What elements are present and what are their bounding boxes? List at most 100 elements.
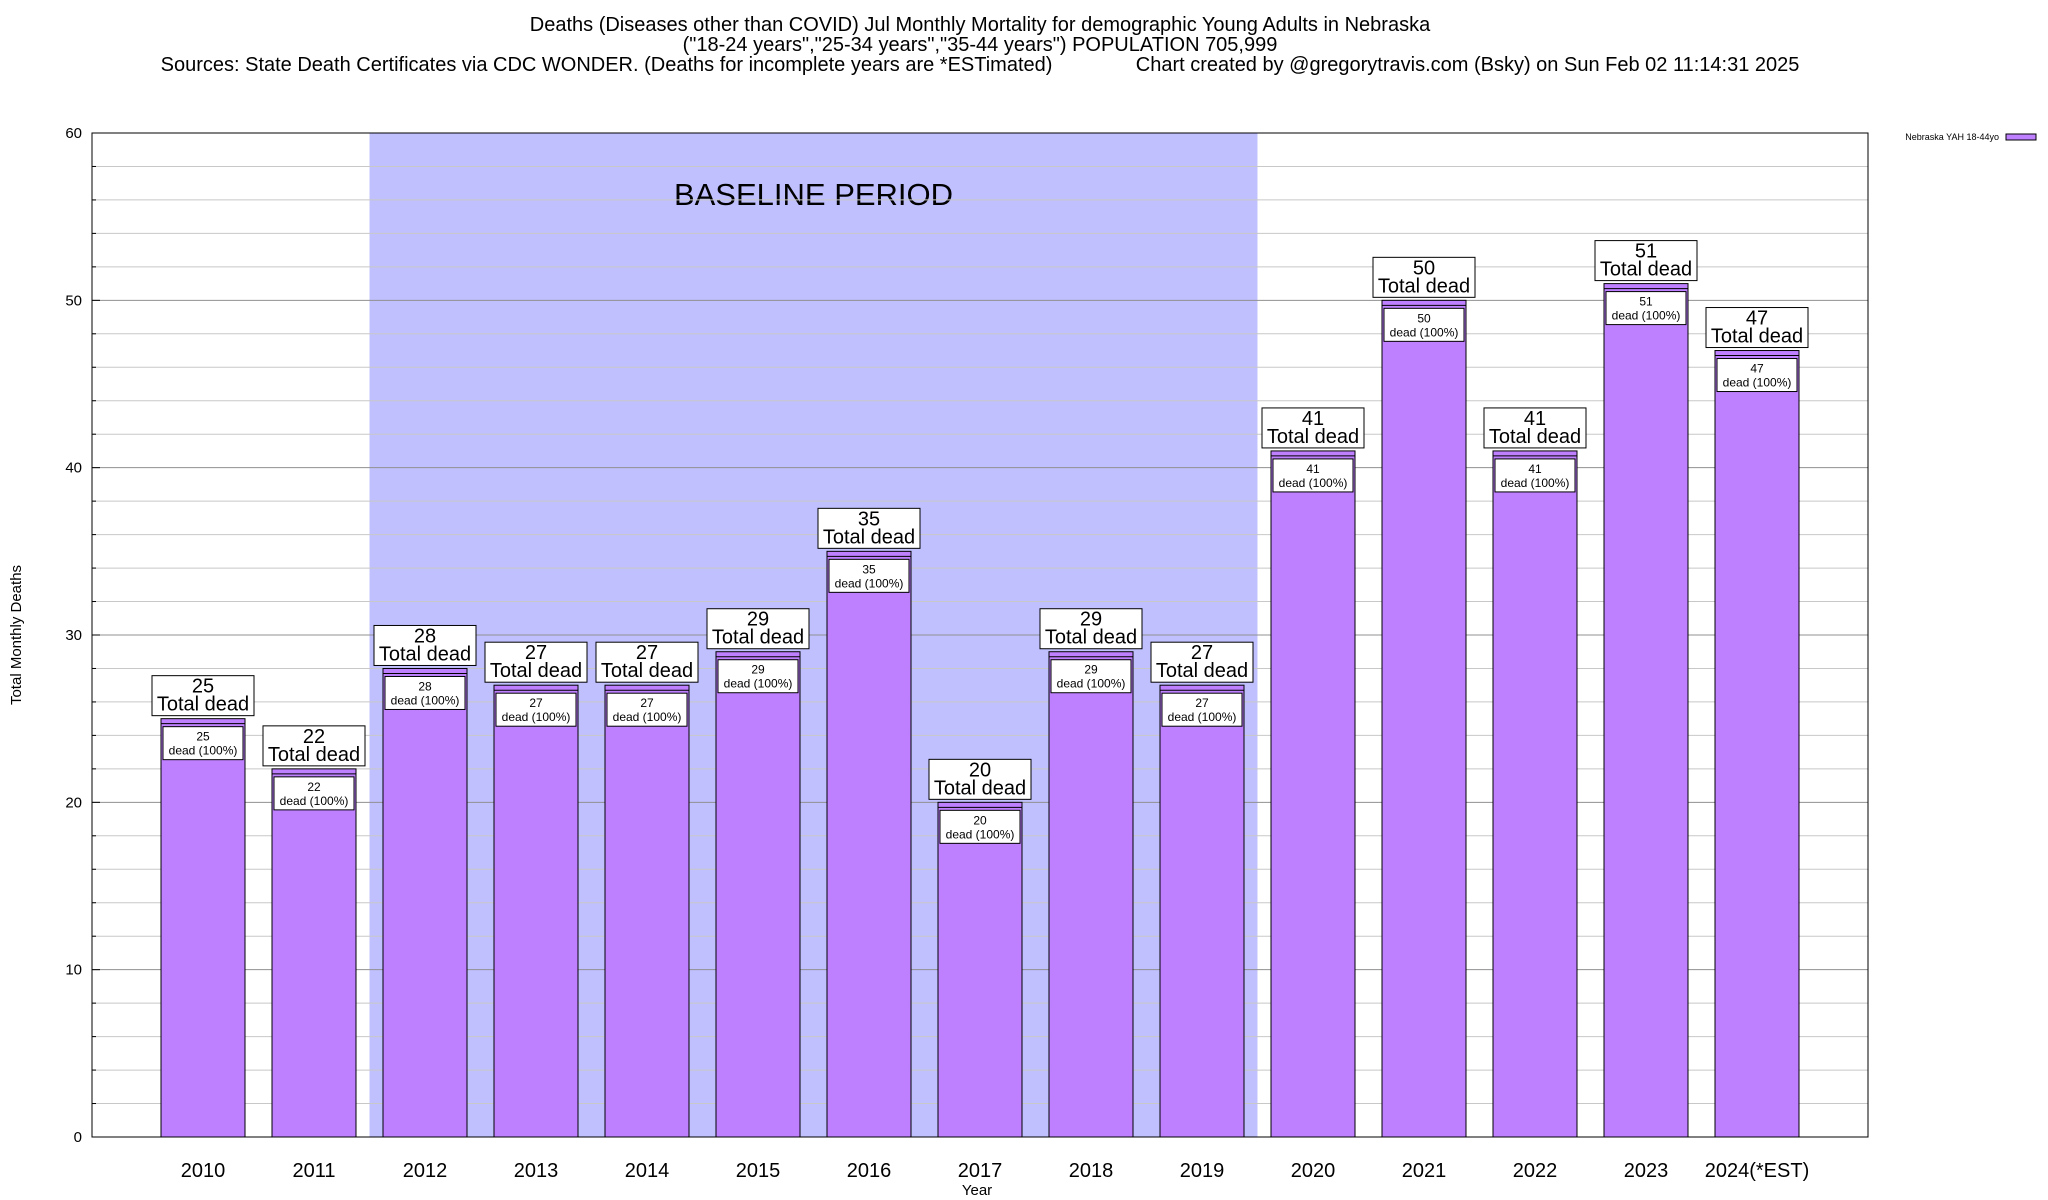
bar-inner-percent: dead (100%): [502, 710, 571, 724]
bar-total-label-box: [1372, 256, 1476, 298]
bar-inner-label-box: [717, 659, 799, 694]
bar-total-label-box: [1483, 407, 1587, 449]
bar-inner-count: 29: [1084, 663, 1098, 677]
bar-inner-count: 41: [1528, 462, 1542, 476]
bar-total-caption: Total dead: [157, 694, 249, 716]
bar-total-caption: Total dead: [379, 643, 471, 665]
x-tick-label: 2019: [1180, 1160, 1225, 1182]
x-tick-label: 2013: [514, 1160, 559, 1182]
chart-subtitle: ("18-24 years","25-34 years","35-44 year…: [682, 34, 1278, 56]
bar-total-count: 27: [1191, 642, 1213, 664]
bar: [1492, 450, 1578, 1138]
x-tick-label: 2010: [181, 1160, 226, 1182]
bar-inner-count: 27: [640, 696, 654, 710]
bar-inner-label-box: [606, 692, 688, 727]
bar-total-caption: Total dead: [934, 777, 1026, 799]
bar: [937, 801, 1023, 1138]
bar-total-label-box: [262, 725, 366, 767]
bar-total-label-box: [928, 758, 1032, 800]
bar-total-caption: Total dead: [1600, 259, 1692, 281]
bar-inner-count: 41: [1306, 462, 1320, 476]
bar-total-caption: Total dead: [712, 627, 804, 649]
bar-inner-percent: dead (100%): [1612, 309, 1681, 323]
bar-total-label-box: [706, 608, 810, 650]
bar: [382, 667, 468, 1138]
bar-total-caption: Total dead: [823, 526, 915, 548]
bar-inner-percent: dead (100%): [613, 710, 682, 724]
bar-total-caption: Total dead: [268, 744, 360, 766]
bar-inner-label-box: [1494, 458, 1576, 493]
bar: [1048, 651, 1134, 1138]
bar-inner-label-box: [384, 675, 466, 710]
bar-total-count: 41: [1524, 408, 1546, 430]
bar-inner-count: 28: [418, 679, 432, 693]
bar: [1603, 283, 1689, 1138]
bar-inner-percent: dead (100%): [169, 744, 238, 758]
bar-total-caption: Total dead: [601, 660, 693, 682]
bar-total-caption: Total dead: [490, 660, 582, 682]
bar-total-count: 51: [1635, 241, 1657, 263]
bar-total-caption: Total dead: [1711, 326, 1803, 348]
bar-total-count: 27: [525, 642, 547, 664]
y-tick-label: 0: [74, 1129, 82, 1146]
bar-inner-label-box: [1716, 358, 1798, 393]
bar-total-label-box: [1705, 307, 1809, 349]
bar-total-count: 35: [858, 508, 880, 530]
bar-inner-percent: dead (100%): [1501, 476, 1570, 490]
bar-total-count: 50: [1413, 257, 1435, 279]
bar-inner-label-box: [273, 776, 355, 811]
bar-inner-count: 51: [1639, 295, 1653, 309]
bar-total-count: 28: [414, 625, 436, 647]
bar-total-label-box: [1039, 608, 1143, 650]
x-tick-label: 2023: [1624, 1160, 1669, 1182]
bar: [160, 718, 246, 1138]
bar-total-count: 20: [969, 759, 991, 781]
y-tick-label: 30: [65, 627, 82, 644]
bar: [1159, 684, 1245, 1138]
bar-inner-percent: dead (100%): [1168, 710, 1237, 724]
legend-label: Nebraska YAH 18-44yo: [1905, 132, 1999, 142]
bar-total-count: 29: [747, 609, 769, 631]
bar-total-label-box: [1150, 641, 1254, 683]
y-tick-label: 20: [65, 794, 82, 811]
bar-total-count: 25: [192, 676, 214, 698]
x-tick-label: 2024(*EST): [1705, 1160, 1810, 1182]
bar-total-caption: Total dead: [1267, 426, 1359, 448]
x-tick-label: 2014: [625, 1160, 670, 1182]
bar: [604, 684, 690, 1138]
x-tick-label: 2017: [958, 1160, 1003, 1182]
x-tick-label: 2020: [1291, 1160, 1336, 1182]
bar-total-label-box: [484, 641, 588, 683]
bar-inner-percent: dead (100%): [1723, 376, 1792, 390]
y-tick-label: 50: [65, 292, 82, 309]
bar-inner-count: 35: [862, 562, 876, 576]
bar-inner-count: 29: [751, 663, 765, 677]
chart-source-line: Sources: State Death Certificates via CD…: [160, 54, 1800, 76]
bar-total-count: 41: [1302, 408, 1324, 430]
bar: [715, 651, 801, 1138]
bar-total-caption: Total dead: [1045, 627, 1137, 649]
bar-inner-label-box: [495, 692, 577, 727]
bar-inner-label-box: [1605, 291, 1687, 326]
x-tick-label: 2011: [292, 1160, 335, 1182]
bar-total-caption: Total dead: [1156, 660, 1248, 682]
bar-inner-count: 22: [307, 780, 321, 794]
bar-inner-count: 47: [1750, 362, 1764, 376]
bar-inner-percent: dead (100%): [391, 693, 460, 707]
bar-inner-label-box: [1161, 692, 1243, 727]
bar-inner-label-box: [939, 809, 1021, 844]
bar-inner-label-box: [828, 558, 910, 593]
bar-inner-percent: dead (100%): [1390, 325, 1459, 339]
bar-total-caption: Total dead: [1378, 275, 1470, 297]
bar-inner-percent: dead (100%): [1057, 677, 1126, 691]
bar-total-count: 27: [636, 642, 658, 664]
bar-inner-count: 25: [196, 730, 210, 744]
x-tick-label: 2021: [1402, 1160, 1447, 1182]
bar: [826, 550, 912, 1138]
bar-inner-count: 20: [973, 813, 987, 827]
bar-inner-count: 50: [1417, 311, 1431, 325]
bar-total-count: 47: [1746, 308, 1768, 330]
bar-total-label-box: [595, 641, 699, 683]
y-tick-label: 10: [65, 962, 82, 979]
baseline-label: BASELINE PERIOD: [674, 177, 953, 212]
